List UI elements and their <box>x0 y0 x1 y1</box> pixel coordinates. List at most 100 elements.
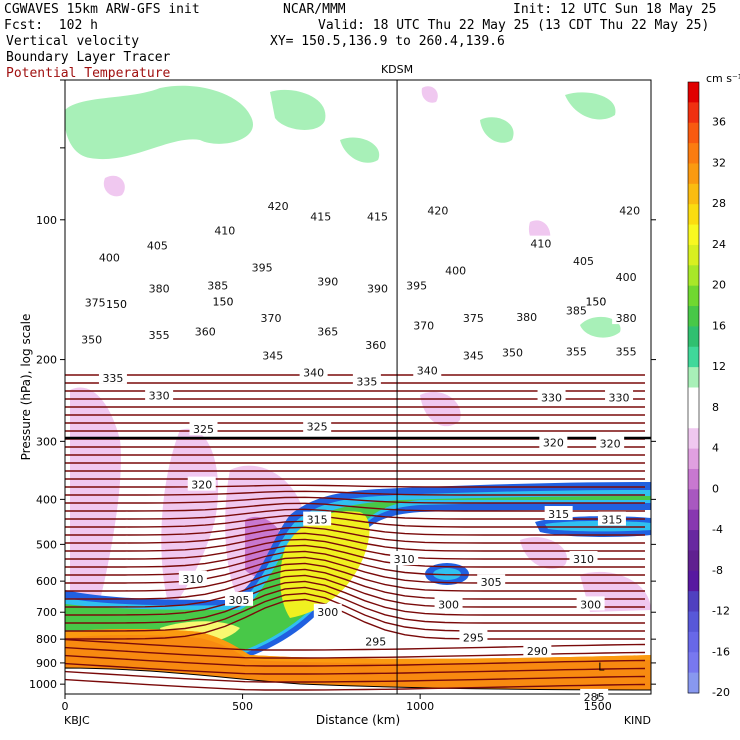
theta-label-bg <box>441 262 470 277</box>
theta-label: 410 <box>530 238 551 251</box>
theta-contour-line <box>65 556 645 584</box>
x-tick-label: 1000 <box>406 700 434 713</box>
colorbar: 36 32 28 24 20 16 12 8 4 0 -4 -8 -12 -16 -20 <box>687 81 730 699</box>
colorbar-swatch <box>688 367 699 388</box>
theta-label-bg <box>605 389 634 404</box>
theta-contour-line <box>65 574 645 608</box>
theta-label: 355 <box>616 345 637 358</box>
theta-label-bg <box>299 364 328 379</box>
theta-label: 320 <box>191 479 212 492</box>
theta-label: 420 <box>427 204 448 217</box>
boundary-layer-top-band <box>65 629 651 664</box>
theta-label: 345 <box>262 349 283 362</box>
theta-label: 330 <box>609 391 630 404</box>
colorbar-label: 4 <box>712 442 719 455</box>
w-upward-patch <box>565 92 616 120</box>
theta-label: 310 <box>573 553 594 566</box>
colorbar-swatch <box>688 265 699 287</box>
theta-label: 325 <box>307 420 328 433</box>
theta-contour-line <box>65 490 645 496</box>
theta-label-bg <box>523 643 552 658</box>
theta-label-bg <box>178 570 207 585</box>
theta-label: 390 <box>367 283 388 296</box>
theta-label: 390 <box>317 275 338 288</box>
theta-label-bg <box>615 202 644 217</box>
w-downward-patch <box>103 175 125 197</box>
w-upward-patch <box>480 117 514 143</box>
colorbar-label: -16 <box>712 645 730 658</box>
colorbar-label: 32 <box>712 156 726 169</box>
colorbar-label: 20 <box>712 279 726 292</box>
theta-label: 350 <box>502 346 523 359</box>
theta-label-bg <box>352 373 381 388</box>
y-tick-label: 1000 <box>29 678 57 691</box>
theta-contour-line <box>65 538 645 560</box>
colorbar-label: 8 <box>712 401 719 414</box>
x-axis-label: Distance (km) <box>316 713 400 727</box>
theta-label: 410 <box>214 225 235 238</box>
theta-label-bg <box>303 418 332 433</box>
colorbar-label: -4 <box>712 523 723 536</box>
theta-label-bg <box>145 280 174 295</box>
theta-label: 395 <box>406 280 427 293</box>
theta-contour-line <box>65 678 646 691</box>
colorbar-label: 24 <box>712 238 726 251</box>
theta-label-bg <box>225 591 254 606</box>
colorbar-swatch <box>688 82 699 103</box>
theta-contour-line <box>65 550 645 576</box>
theta-label-bg <box>203 277 232 292</box>
colorbar-swatch <box>688 631 699 653</box>
w-upward-patch <box>340 137 380 163</box>
theta-label-bg <box>423 202 452 217</box>
colorbar-swatch <box>688 489 699 511</box>
theta-label: 285 <box>584 691 605 704</box>
theta-label-bg <box>306 208 335 223</box>
theta-label-bg <box>145 326 174 341</box>
theta-label: 415 <box>367 211 388 224</box>
colorbar-swatch <box>688 244 699 266</box>
theta-label: 355 <box>149 329 170 342</box>
theta-label: 350 <box>81 333 102 346</box>
theta-contour-line <box>65 532 645 552</box>
forecast-hour: Fcst: 102 h <box>4 18 98 33</box>
theta-label: 305 <box>229 594 250 607</box>
w-downward-region <box>420 391 461 427</box>
theta-label-bg <box>569 551 598 566</box>
colorbar-swatch <box>688 509 699 531</box>
theta-label-bg <box>526 235 555 250</box>
w-upward-patch <box>270 89 326 130</box>
y-tick-label: 800 <box>36 633 57 646</box>
theta-label: 325 <box>193 423 214 436</box>
y-tick-label: 200 <box>36 354 57 367</box>
y-tick-label: 400 <box>36 493 57 506</box>
theta-label-bg <box>562 302 591 317</box>
colorbar-label: 12 <box>712 360 726 373</box>
theta-label-bg <box>256 310 285 325</box>
theta-label-bg <box>580 688 609 703</box>
colorbar-swatch <box>688 468 699 490</box>
theta-label: 385 <box>566 304 587 317</box>
axes: 0 500 1000 1500 100 200 300 400 500 600 700 800 900 1… <box>29 79 656 713</box>
tropopause-marker: 150 <box>585 296 606 309</box>
theta-contour-line <box>65 562 645 592</box>
colorbar-swatch <box>688 102 699 124</box>
colorbar-swatch <box>688 407 699 429</box>
theta-label-bg <box>143 237 172 252</box>
theta-label-bg <box>512 308 541 323</box>
colorbar-swatch <box>688 326 699 348</box>
theta-label-bg <box>77 331 106 346</box>
field-potential-temperature: Potential Temperature <box>6 66 171 81</box>
theta-label: 300 <box>438 598 459 611</box>
y-tick-label: 700 <box>36 606 57 619</box>
y-tick-label: 100 <box>36 214 57 227</box>
colorbar-swatch <box>688 652 699 674</box>
colorbar-swatch <box>688 428 699 450</box>
theta-label: 370 <box>260 312 281 325</box>
colorbar-swatch <box>688 204 699 226</box>
theta-label: 330 <box>541 391 562 404</box>
tropopause-marker: 150 <box>106 298 127 311</box>
tracer-plume-core <box>280 511 370 618</box>
theta-label: 300 <box>317 606 338 619</box>
theta-label: 360 <box>195 325 216 338</box>
